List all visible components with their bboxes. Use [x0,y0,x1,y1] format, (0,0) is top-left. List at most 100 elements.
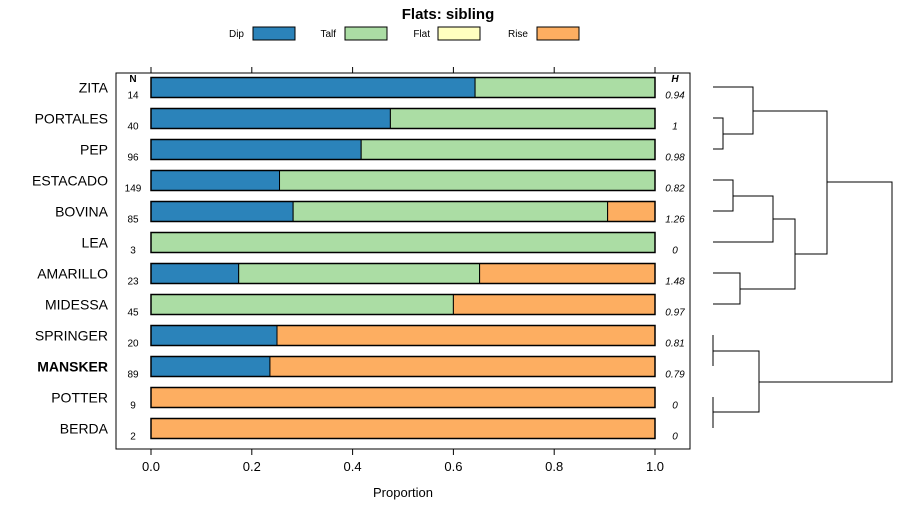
dendrogram-branch [713,350,760,413]
dendrogram [712,86,893,428]
legend-swatch-flat [437,26,481,41]
n-column-header: N [129,74,136,85]
bar-berda-rise [150,418,656,439]
bar-bovina-talf [292,201,609,222]
bar-outline-berda [150,417,656,440]
dendrogram-branch [713,272,741,305]
n-value-midessa: 45 [127,308,139,319]
category-label-springer: SPRINGER [35,328,108,344]
x-tick-label: 0.8 [545,459,563,474]
h-column-header: H [671,74,679,85]
legend-label-dip: Dip [229,29,244,40]
dendrogram-branch [713,179,734,212]
category-label-pep: PEP [80,142,108,158]
legend: Dip Talf Flat Rise [229,26,580,41]
dendrogram-branch [740,218,796,290]
h-value-portales: 1 [672,122,678,133]
legend-swatch-talf [344,26,388,41]
bar-outline-bovina [150,200,656,223]
bar-outline-zita [150,76,656,99]
category-label-portales: PORTALES [35,111,108,127]
x-tick-label: 0.0 [142,459,160,474]
x-tick-label: 1.0 [646,459,664,474]
category-label-berda: BERDA [60,421,109,437]
bar-outline-portales [150,107,656,130]
x-axis-label: Proportion [373,485,433,500]
plot-frame [115,72,691,450]
bar-portales-talf [389,108,656,129]
bar-pep-dip [150,139,362,160]
h-value-zita: 0.94 [665,91,685,102]
bar-springer-rise [276,325,656,346]
x-axis: 0.0 0.2 0.4 0.6 0.8 1.0 [142,67,664,474]
h-value-berda: 0 [672,432,678,443]
dendrogram-branch [753,110,828,255]
category-label-estacado: ESTACADO [32,173,108,189]
bar-outline-pep [150,138,656,161]
h-value-springer: 0.81 [665,339,684,350]
bar-bovina-dip [150,201,294,222]
category-label-potter: POTTER [51,390,108,406]
bar-midessa-rise [452,294,656,315]
legend-label-flat: Flat [413,29,430,40]
n-value-estacado: 149 [125,184,142,195]
dendrogram-branch [713,86,754,135]
bar-zita-dip [150,77,476,98]
h-value-bovina: 1.26 [665,215,685,226]
chart-title: Flats: sibling [402,6,495,23]
n-value-mansker: 89 [127,370,139,381]
bar-potter-rise [150,387,656,408]
n-value-lea: 3 [130,246,136,257]
n-value-pep: 96 [127,153,139,164]
bar-outline-lea [150,231,656,254]
bar-mansker-dip [150,356,271,377]
bar-outline-potter [150,386,656,409]
dendrogram-branch [713,195,774,243]
bar-bovina-rise [607,201,656,222]
category-labels: ZITA 14 0.94 PORTALES 40 1 PEP 96 0.98 ESTACADO 14… [32,80,685,443]
x-tick-label: 0.2 [243,459,261,474]
bar-lea-talf [150,232,656,253]
bars [150,76,656,440]
legend-swatch-dip [252,26,296,41]
bar-portales-dip [150,108,391,129]
n-value-berda: 2 [130,432,136,443]
bar-estacado-dip [150,170,281,191]
h-value-midessa: 0.97 [665,308,685,319]
category-label-lea: LEA [82,235,109,251]
bar-outline-springer [150,324,656,347]
h-value-mansker: 0.79 [665,370,685,381]
dendrogram-branch [759,181,893,383]
legend-swatch-rise [536,26,580,41]
bar-outline-amarillo [150,262,656,285]
bar-amarillo-talf [238,263,481,284]
n-value-zita: 14 [127,91,139,102]
bar-mansker-rise [269,356,656,377]
n-value-portales: 40 [127,122,139,133]
category-label-midessa: MIDESSA [45,297,109,313]
legend-label-talf: Talf [320,29,336,40]
bar-outline-estacado [150,169,656,192]
n-value-amarillo: 23 [127,277,139,288]
bar-amarillo-rise [479,263,656,284]
n-value-bovina: 85 [127,215,139,226]
category-label-amarillo: AMARILLO [37,266,108,282]
n-value-potter: 9 [130,401,136,412]
bar-estacado-talf [279,170,656,191]
category-label-mansker: MANSKER [37,359,108,375]
x-tick-label: 0.6 [444,459,462,474]
bar-amarillo-dip [150,263,240,284]
x-tick-label: 0.4 [344,459,362,474]
h-value-lea: 0 [672,246,678,257]
bar-outline-midessa [150,293,656,316]
h-value-pep: 0.98 [665,153,685,164]
bar-springer-dip [150,325,278,346]
h-value-estacado: 0.82 [665,184,685,195]
category-label-zita: ZITA [79,80,109,96]
bar-midessa-talf [150,294,454,315]
bar-zita-talf [474,77,656,98]
legend-label-rise: Rise [508,29,528,40]
n-value-springer: 20 [127,339,139,350]
h-value-amarillo: 1.48 [665,277,685,288]
